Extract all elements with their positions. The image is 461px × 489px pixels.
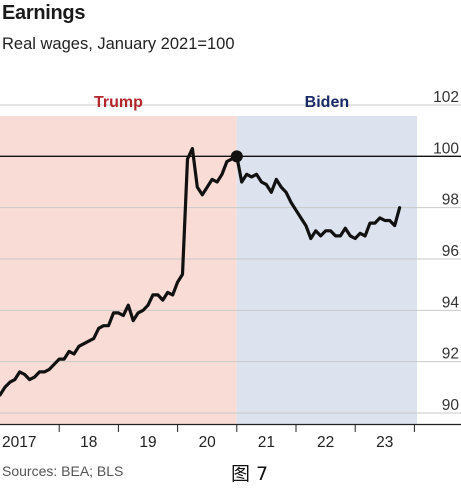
y-tick-label: 90: [442, 397, 460, 414]
period-band-biden: [236, 116, 417, 424]
marker-layer: [230, 150, 243, 163]
period-label-biden: Biden: [305, 94, 349, 111]
x-axis-ticks: 2017 18 19 20 21 22 23: [0, 423, 461, 451]
y-tick-label: 94: [442, 294, 460, 311]
x-tick-label: 21: [258, 434, 275, 451]
period-labels: Trump Biden: [94, 94, 349, 111]
chart-subtitle: Real wages, January 2021=100: [2, 35, 235, 53]
y-tick-label: 92: [442, 346, 459, 363]
series-line-0: [0, 147, 402, 397]
reference-marker-dot: [230, 150, 243, 163]
series-layer: [0, 147, 402, 397]
figure-caption: 图 7: [231, 463, 269, 485]
y-tick-label: 102: [433, 89, 459, 106]
x-tick-label: 18: [80, 434, 97, 451]
x-tick-label: 20: [199, 434, 217, 451]
x-tick-label: 23: [376, 434, 393, 451]
x-tick-label: 19: [139, 434, 156, 451]
period-label-trump: Trump: [94, 94, 143, 111]
x-tick-label: 22: [317, 434, 334, 451]
x-tick-label: 2017: [2, 434, 36, 451]
period-shading: [0, 116, 417, 424]
y-tick-label: 100: [433, 140, 459, 157]
chart-source: Sources: BEA; BLS: [2, 463, 124, 479]
chart-title: Earnings: [2, 2, 86, 24]
y-tick-label: 96: [442, 243, 459, 260]
y-tick-label: 98: [442, 192, 459, 209]
y-axis-ticks: 90 92 94 96 98 100 102: [433, 89, 459, 414]
